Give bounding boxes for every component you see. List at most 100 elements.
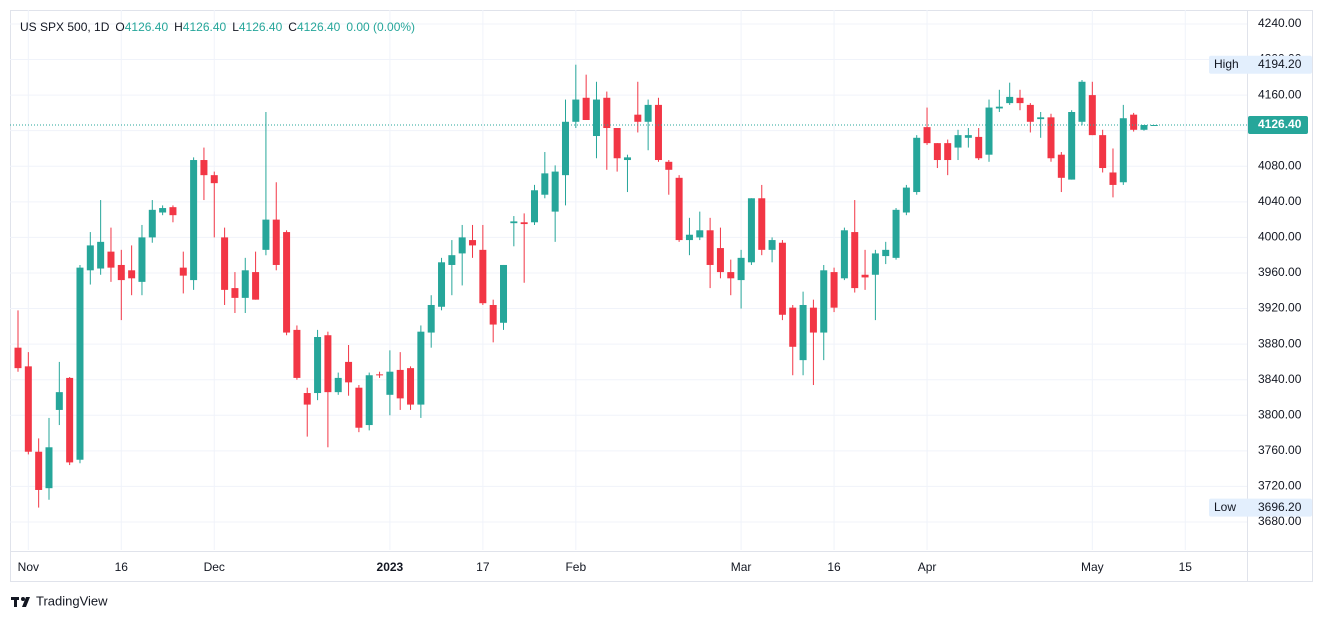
- candle-body: [551, 171, 559, 212]
- legend-text: 4126.40: [125, 20, 169, 34]
- candle-body: [479, 249, 487, 304]
- candle-body: [768, 240, 776, 250]
- y-tick-label: 4000.00: [1258, 230, 1302, 244]
- x-tick-label: Mar: [731, 560, 752, 574]
- candle-body: [716, 248, 724, 273]
- candle-body: [882, 249, 890, 257]
- candle-body: [200, 160, 208, 176]
- x-tick-label: 15: [1179, 560, 1193, 574]
- candle-body: [572, 99, 580, 122]
- candle-body: [789, 307, 797, 347]
- candle-body: [778, 242, 786, 315]
- candle-body: [861, 274, 869, 278]
- candle-body: [314, 337, 322, 394]
- candle-body: [241, 270, 249, 298]
- candle-body: [1057, 154, 1065, 178]
- candle-body: [737, 257, 745, 281]
- candle-body: [1068, 112, 1076, 180]
- candle-body: [944, 143, 952, 161]
- legend-text: 4126.40: [239, 20, 283, 34]
- candle-body: [923, 127, 931, 144]
- candle-body: [417, 331, 425, 405]
- legend-text: 4126.40: [183, 20, 227, 34]
- logo-part: [14, 597, 17, 607]
- y-tick-label: 4240.00: [1258, 16, 1302, 30]
- candle-body: [613, 128, 621, 159]
- candle-body: [851, 232, 859, 289]
- x-tick-label: May: [1081, 560, 1104, 574]
- legend-text: 4126.40: [297, 20, 341, 34]
- marker-label: High: [1214, 57, 1239, 71]
- candle-body: [758, 198, 766, 250]
- candle-body: [913, 137, 921, 193]
- candle-body: [169, 207, 177, 216]
- y-tick-label: 3960.00: [1258, 265, 1302, 279]
- candle-body: [871, 253, 879, 275]
- candle-body: [438, 262, 446, 307]
- legend-text: C: [288, 20, 297, 34]
- candle-body: [97, 241, 105, 269]
- candles: [10, 64, 1247, 508]
- candle-body: [469, 240, 477, 246]
- y-tick-label: 3720.00: [1258, 479, 1302, 493]
- y-tick-label: 3880.00: [1258, 336, 1302, 350]
- candle-body: [159, 208, 167, 213]
- marker-value: 4194.20: [1258, 57, 1302, 71]
- candle-body: [500, 264, 508, 323]
- candle-body: [975, 136, 983, 159]
- candle-body: [1026, 104, 1034, 122]
- candle-body: [386, 371, 394, 395]
- legend-text: 0.00 (0.00%): [346, 20, 415, 34]
- x-tick-label: Feb: [565, 560, 586, 574]
- candle-body: [964, 135, 972, 138]
- candle-body: [665, 161, 673, 170]
- candle-body: [221, 237, 229, 290]
- candle-body: [531, 190, 538, 223]
- candle-body: [407, 368, 415, 405]
- candle-body: [520, 222, 528, 225]
- candle-body: [24, 366, 32, 452]
- candle-body: [324, 335, 332, 393]
- candle-body: [107, 251, 115, 268]
- candle-body: [592, 99, 600, 137]
- candle-body: [148, 209, 156, 238]
- candle-body: [623, 157, 631, 161]
- legend-text: O: [115, 20, 124, 34]
- x-tick-label: 2023: [377, 560, 404, 574]
- candle-body: [727, 272, 735, 279]
- candle-body: [1109, 172, 1117, 185]
- candle-body: [820, 270, 828, 333]
- x-tick-label: 17: [476, 560, 490, 574]
- candle-body: [706, 230, 714, 265]
- candle-body: [35, 451, 43, 490]
- legend-text: L: [232, 20, 239, 34]
- candle-body: [685, 234, 693, 241]
- x-tick-label: 16: [827, 560, 841, 574]
- candle-body: [272, 219, 280, 265]
- candle-body: [1006, 96, 1014, 104]
- candle-body: [1150, 124, 1158, 126]
- y-tick-label: 4040.00: [1258, 194, 1302, 208]
- candle-body: [1119, 118, 1127, 183]
- candle-body: [345, 361, 353, 383]
- candle-body: [365, 375, 373, 426]
- candle-body: [902, 187, 910, 213]
- candle-body: [582, 97, 590, 121]
- candle-body: [1078, 81, 1086, 122]
- candle-body: [840, 230, 848, 279]
- candle-body: [1088, 95, 1096, 136]
- candle-body: [283, 232, 291, 333]
- candle-body: [696, 230, 704, 238]
- candle-body: [1047, 117, 1055, 159]
- candle-body: [489, 304, 497, 325]
- candle-body: [396, 369, 404, 399]
- candle-body: [76, 267, 84, 460]
- candle-body: [561, 121, 569, 176]
- candle-body: [138, 237, 146, 282]
- candle-body: [747, 198, 755, 263]
- candle-body: [995, 106, 1003, 109]
- brand: TradingView: [36, 593, 108, 608]
- last-price-tag: [1248, 115, 1308, 134]
- marker-label: Low: [1214, 500, 1236, 514]
